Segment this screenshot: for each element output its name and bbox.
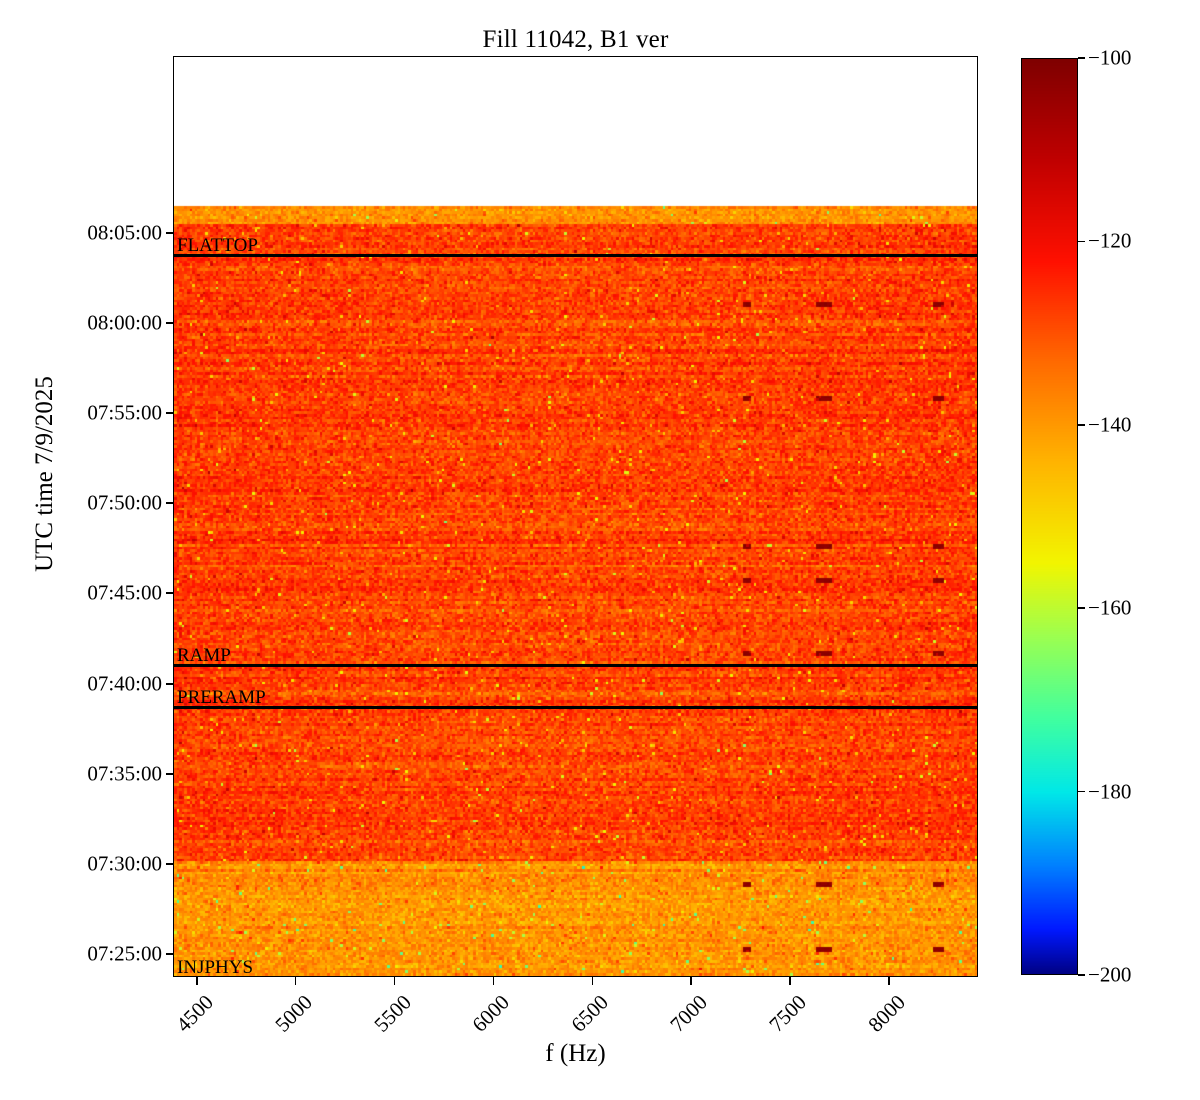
y-tick-mark: [166, 322, 174, 324]
x-tick-mark: [492, 977, 495, 985]
event-line-flattop: [174, 254, 977, 257]
colorbar-tick-mark: [1078, 607, 1085, 609]
y-tick-mark: [166, 683, 174, 685]
colorbar-tick-mark: [1078, 424, 1085, 426]
colorbar-tick-label: −100: [1088, 45, 1132, 70]
colorbar-tick-label: −180: [1088, 779, 1132, 804]
y-tick-label: 07:40:00: [87, 671, 162, 696]
y-tick-label: 07:50:00: [87, 490, 162, 515]
y-tick-label: 07:35:00: [87, 761, 162, 786]
y-tick-label: 07:55:00: [87, 400, 162, 425]
colorbar[interactable]: [1021, 58, 1078, 975]
page-title: Fill 11042, B1 ver: [482, 26, 669, 53]
x-tick-mark: [393, 977, 396, 985]
colorbar-gradient: [1022, 59, 1077, 974]
x-tick-mark: [789, 977, 791, 985]
spectrogram-axes[interactable]: FLATTOP RAMP PRERAMP INJPHYS: [173, 56, 978, 977]
y-tick-mark: [166, 412, 174, 414]
y-tick-mark: [166, 232, 174, 234]
y-tick-label: 08:05:00: [87, 220, 162, 245]
y-tick-mark: [166, 592, 174, 594]
y-tick-mark: [166, 502, 174, 504]
y-tick-label: 08:00:00: [87, 310, 162, 335]
y-tick-label: 07:30:00: [87, 851, 162, 876]
colorbar-tick-label: −140: [1088, 412, 1132, 437]
event-line-preramp: [174, 706, 977, 709]
x-tick-mark: [888, 977, 890, 985]
x-tick-mark: [294, 977, 297, 985]
colorbar-tick-label: −120: [1088, 228, 1132, 253]
y-tick-mark: [166, 773, 174, 775]
spectrogram-image: [174, 57, 977, 976]
y-tick-label: 07:25:00: [87, 941, 162, 966]
x-tick-mark: [195, 977, 198, 985]
colorbar-tick-label: −160: [1088, 595, 1132, 620]
colorbar-tick-mark: [1078, 57, 1085, 59]
event-label-preramp: PRERAMP: [177, 687, 266, 708]
x-axis-label: f (Hz): [545, 1040, 606, 1067]
event-line-ramp: [174, 664, 977, 667]
event-label-ramp: RAMP: [177, 645, 231, 666]
colorbar-tick-mark: [1078, 790, 1085, 793]
x-tick-mark: [690, 977, 692, 985]
colorbar-tick-mark: [1078, 240, 1085, 243]
y-tick-mark: [166, 953, 174, 955]
spectrogram-canvas: [174, 57, 977, 976]
colorbar-tick-mark: [1078, 974, 1085, 976]
y-tick-mark: [166, 863, 174, 865]
event-label-flattop: FLATTOP: [177, 235, 258, 256]
colorbar-tick-label: −200: [1088, 962, 1132, 987]
x-tick-mark: [591, 977, 594, 985]
event-label-injphys: INJPHYS: [177, 957, 254, 977]
y-axis-label: UTC time 7/9/2025: [31, 376, 58, 572]
y-tick-label: 07:45:00: [87, 580, 162, 605]
